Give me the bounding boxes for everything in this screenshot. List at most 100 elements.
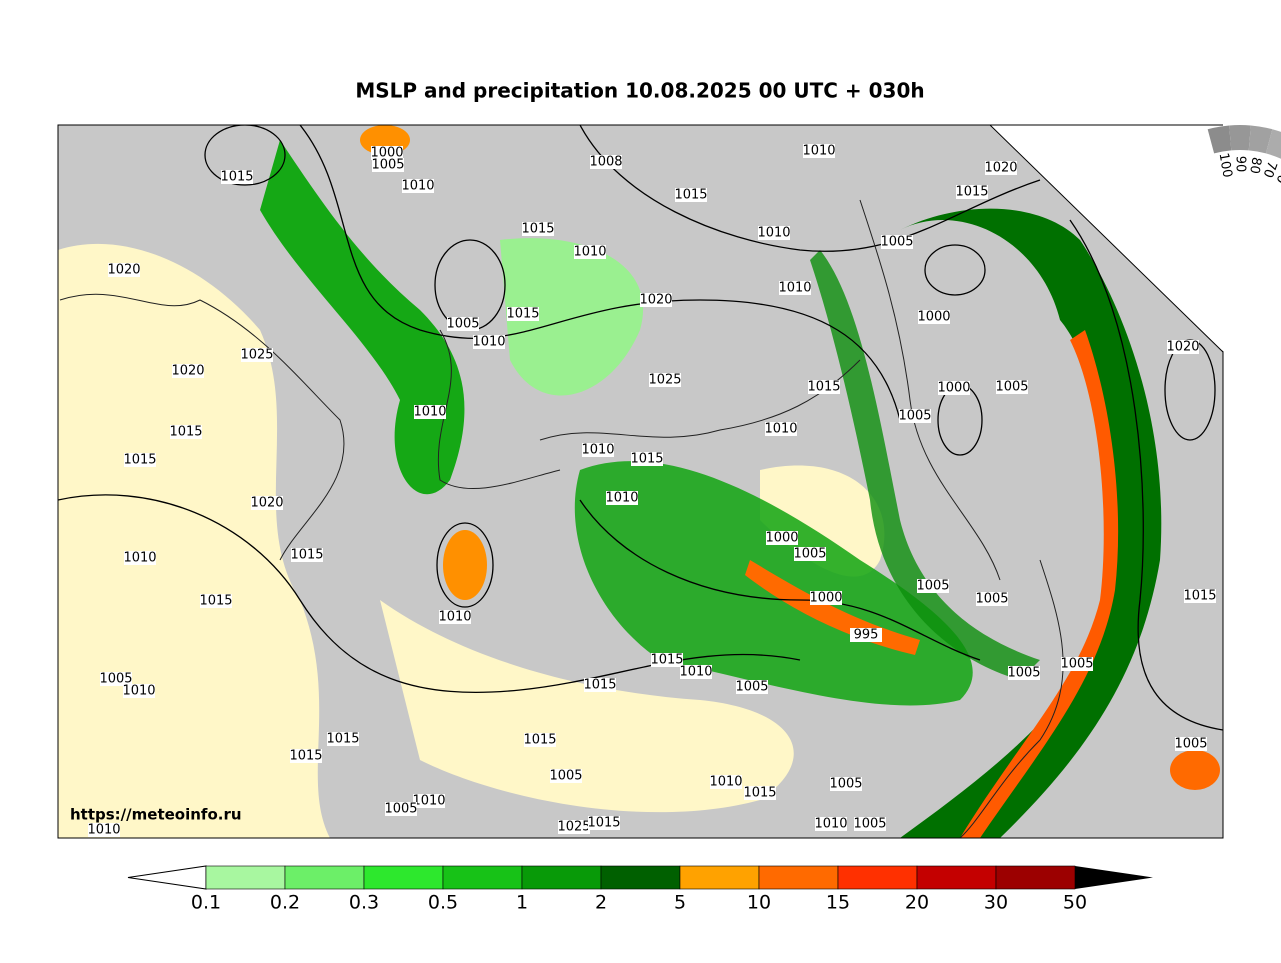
colorbar-label: 30 [984, 892, 1008, 914]
corner-mask [990, 124, 1224, 352]
isobar-label: 1025 [648, 373, 681, 388]
colorbar-under [127, 865, 207, 890]
map-frame [57, 124, 1224, 839]
isobar-label-bg [124, 551, 156, 565]
isobar-label: 1005 [975, 592, 1008, 607]
isobar-label-bg [899, 409, 931, 423]
isobar-label-bg [808, 380, 840, 394]
isobar-label: 1015 [807, 380, 840, 395]
isobar-label-bg [765, 422, 797, 436]
isobar-label-bg [172, 364, 204, 378]
isobar-label-bg [830, 777, 862, 791]
isobar-label-bg [108, 263, 140, 277]
isobar-label-bg [558, 820, 590, 834]
isobar-label: 1005 [916, 579, 949, 594]
isobar-label: 1010 [814, 817, 847, 832]
isobar-label: 1010 [413, 405, 446, 420]
colorbar-segment [679, 865, 760, 890]
isobar-label: 1020 [984, 161, 1017, 176]
isobar-label-bg [938, 381, 970, 395]
colorbar-segment [442, 865, 523, 890]
isobar-label-bg [100, 672, 132, 686]
colorbar-segment [521, 865, 602, 890]
isobar-label-bg [815, 817, 847, 831]
isobar-label: 1020 [107, 263, 140, 278]
isobar-label-bg [631, 452, 663, 466]
isobar-label-bg [675, 188, 707, 202]
colorbar-segment [205, 865, 286, 890]
colorbar-label: 0.3 [349, 892, 379, 914]
isobar-label: 1010 [472, 335, 505, 350]
isobar-label: 1005 [99, 672, 132, 687]
colorbar-label: 50 [1063, 892, 1087, 914]
colorbar-segment [995, 865, 1076, 890]
isobar-label: 1010 [87, 823, 120, 838]
isobar-label-bg [291, 548, 323, 562]
isobar-label: 1010 [709, 775, 742, 790]
isobar-label: 1025 [557, 820, 590, 835]
isobar-label-bg [1008, 666, 1040, 680]
colorbar-label: 15 [826, 892, 850, 914]
isobar-label-bg [1167, 340, 1199, 354]
isobar-label: 1010 [764, 422, 797, 437]
colorbar-label: 5 [674, 892, 686, 914]
isobar-label-bg [413, 794, 445, 808]
isobar-label-bg [584, 678, 616, 692]
isobar-label: 1010 [802, 144, 835, 159]
isobar-label-bg [766, 531, 798, 545]
isobar-label: 1010 [778, 281, 811, 296]
isobar-label-bg [414, 405, 446, 419]
isobar-label-bg [794, 547, 826, 561]
isobar-label: 1005 [371, 158, 404, 173]
isobar-label: 1005 [898, 409, 931, 424]
isobar-label-bg [649, 373, 681, 387]
isobar-label-bg [522, 222, 554, 236]
source-url: https://meteoinfo.ru [70, 806, 242, 824]
isobar-label-bg [588, 816, 620, 830]
isobar-label: 1015 [743, 786, 776, 801]
isobar-label: 1015 [674, 188, 707, 203]
isobar-label-bg [1061, 657, 1093, 671]
cloud-sector [1207, 125, 1232, 154]
cloud-label: 100 [1216, 152, 1235, 179]
cloud-sector [1248, 125, 1273, 154]
isobar-label-bg [402, 179, 434, 193]
isobar-label: 1010 [605, 491, 638, 506]
isobar-label-bg [680, 665, 712, 679]
isobar-label: 1015 [289, 749, 322, 764]
isobar-label: 1010 [122, 684, 155, 699]
isobar-label: 1020 [1166, 340, 1199, 355]
isobar-label: 1015 [523, 733, 556, 748]
isobar-label-bg [251, 496, 283, 510]
isobar-label: 1015 [630, 452, 663, 467]
isobar-label: 1010 [581, 443, 614, 458]
isobar-label: 1008 [589, 155, 622, 170]
isobar-label: 1010 [573, 245, 606, 260]
cloud-sector [1229, 125, 1251, 151]
isobar-label-bg [200, 594, 232, 608]
isobar-label: 1015 [506, 307, 539, 322]
colorbar-label: 0.5 [428, 892, 458, 914]
isobar-label-bg [170, 425, 202, 439]
isobar-label-bg [985, 161, 1017, 175]
isobar-label-bg [372, 158, 404, 172]
colorbar-segment [363, 865, 444, 890]
isobar-label-bg [850, 628, 882, 642]
isobar-label: 1015 [521, 222, 554, 237]
isobar-label: 1000 [370, 146, 403, 161]
isobar-label: 1005 [880, 235, 913, 250]
isobar-label-bg [241, 348, 273, 362]
colorbar-segment [837, 865, 918, 890]
isobar-label: 1015 [583, 678, 616, 693]
isobar-label-bg [1175, 737, 1207, 751]
cloud-label: 60 [1272, 165, 1281, 187]
isobar-label: 1005 [829, 777, 862, 792]
isobar-label-bg [976, 592, 1008, 606]
isobar-label: 1015 [650, 653, 683, 668]
isobar-label: 1005 [549, 769, 582, 784]
isobar-label: 1015 [220, 170, 253, 185]
cloud-label: 90 [1233, 156, 1248, 173]
isobar-label: 1005 [735, 680, 768, 695]
isobar-label: 1015 [290, 548, 323, 563]
isobar-label: 1010 [412, 794, 445, 809]
